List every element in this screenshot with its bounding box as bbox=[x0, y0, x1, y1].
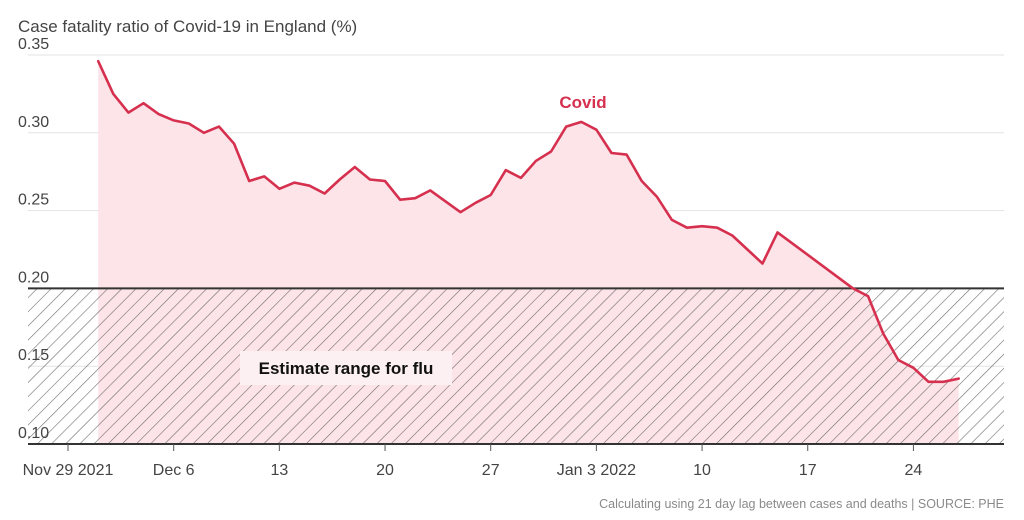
band-label-bg bbox=[240, 351, 452, 385]
y-tick-label-0.25: 0.25 bbox=[18, 192, 49, 209]
x-tick-label-2022-01-03: Jan 3 2022 bbox=[557, 462, 636, 479]
series-lines bbox=[96, 59, 960, 384]
series-label-covid: Covid bbox=[559, 93, 606, 112]
y-tick-label-0.30: 0.30 bbox=[18, 114, 49, 131]
chart-title: Case fatality ratio of Covid-19 in Engla… bbox=[18, 17, 357, 36]
y-tick-label-0.15: 0.15 bbox=[18, 347, 49, 364]
x-tick-label-2021-12-06: Dec 6 bbox=[153, 462, 195, 479]
x-tick-label-2021-12-13: 13 bbox=[270, 462, 288, 479]
x-axis-ticks: Nov 29 2021 Dec 6 13 20 27 Jan 3 2022 10 17 24 bbox=[23, 444, 923, 479]
flu-band-hatch bbox=[28, 288, 1004, 444]
band-label: Estimate range for flu bbox=[259, 359, 434, 378]
x-tick-label-2021-12-27: 27 bbox=[482, 462, 500, 479]
y-tick-label-0.35: 0.35 bbox=[18, 36, 49, 53]
x-tick-label-2022-01-17: 17 bbox=[799, 462, 817, 479]
flu-band bbox=[28, 287, 1004, 445]
x-tick-label-2021-11-29: Nov 29 2021 bbox=[23, 462, 114, 479]
y-tick-label-0.20: 0.20 bbox=[18, 269, 49, 286]
source-note: Calculating using 21 day lag between cas… bbox=[599, 497, 1004, 511]
y-axis-ticks: 0.10 0.15 0.20 0.25 0.30 0.35 bbox=[18, 36, 49, 442]
x-tick-label-2022-01-24: 24 bbox=[905, 462, 923, 479]
series-line-covid bbox=[96, 59, 960, 384]
x-tick-label-2022-01-10: 10 bbox=[693, 462, 711, 479]
x-tick-label-2021-12-20: 20 bbox=[376, 462, 394, 479]
y-tick-label-0.10: 0.10 bbox=[18, 425, 49, 442]
